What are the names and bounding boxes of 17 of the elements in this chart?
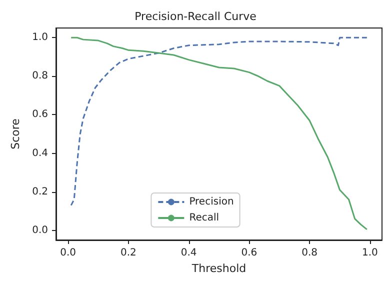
x-tick-label: 0.4	[180, 248, 197, 258]
y-tick-label: 0.2	[32, 186, 48, 198]
y-tick-label: 0.6	[32, 109, 48, 120]
x-axis-title: Threshold	[190, 262, 246, 275]
y-tick-label: 0.0	[32, 224, 48, 236]
y-tick-label: 1.0	[32, 32, 48, 44]
y-axis-title: Score	[9, 118, 22, 150]
legend-label: Recall	[189, 212, 220, 224]
chart-title: Precision-Recall Curve	[134, 10, 257, 23]
x-tick-label: 0.6	[241, 248, 258, 258]
x-tick-label: 0.0	[60, 248, 76, 258]
y-tick-label: 0.4	[32, 148, 48, 159]
x-tick-label: 0.8	[302, 248, 318, 258]
x-tick-label: 0.2	[120, 248, 136, 258]
x-tick-label: 1.0	[362, 248, 378, 258]
legend-label: Precision	[189, 196, 234, 208]
y-tick-label: 0.8	[32, 70, 48, 82]
